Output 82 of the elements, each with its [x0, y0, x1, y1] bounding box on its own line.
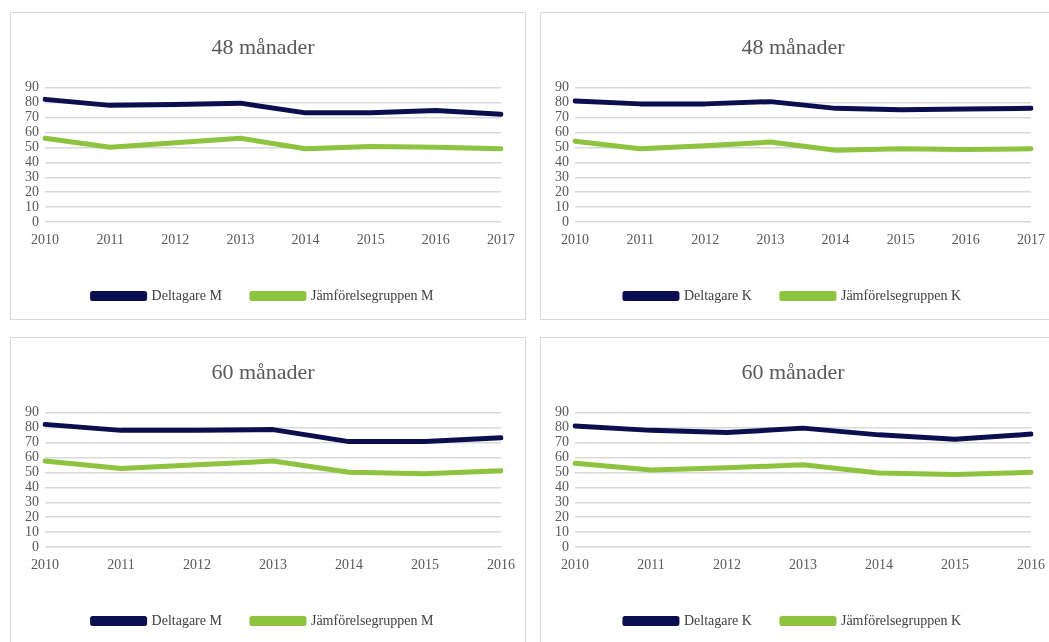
x-tick-label: 2016 [1017, 557, 1045, 573]
x-tick-label: 2015 [886, 232, 915, 248]
y-tick-label: 90 [25, 79, 39, 95]
legend-label: Jämförelsegruppen K [840, 612, 962, 628]
y-tick-label: 30 [555, 168, 569, 184]
y-tick-label: 10 [25, 198, 39, 214]
x-tick-label: 2015 [411, 557, 439, 573]
y-tick-label: 20 [555, 508, 569, 524]
x-tick-label: 2013 [756, 232, 785, 248]
y-tick-label: 20 [555, 183, 569, 199]
y-tick-label: 70 [555, 434, 569, 450]
y-tick-label: 30 [25, 168, 39, 184]
y-tick-label: 80 [25, 94, 39, 110]
y-tick-label: 80 [25, 419, 39, 435]
y-tick-label: 90 [25, 404, 39, 420]
x-tick-label: 2010 [561, 557, 589, 573]
y-tick-label: 50 [25, 463, 39, 479]
y-tick-label: 70 [25, 434, 39, 450]
legend-label: Jämförelsegruppen K [840, 287, 962, 303]
y-tick-label: 40 [555, 478, 569, 494]
x-tick-label: 2011 [107, 557, 135, 573]
y-tick-label: 30 [25, 493, 39, 509]
y-tick-label: 90 [555, 404, 569, 420]
y-tick-label: 60 [25, 449, 39, 465]
y-tick-label: 60 [555, 124, 569, 140]
x-tick-label: 2015 [356, 232, 385, 248]
y-tick-label: 0 [32, 213, 39, 229]
x-tick-label: 2012 [691, 232, 720, 248]
y-tick-label: 10 [555, 198, 569, 214]
x-tick-label: 2016 [421, 232, 450, 248]
x-tick-label: 2016 [487, 557, 515, 573]
y-tick-label: 70 [555, 109, 569, 125]
legend-label: Jämförelsegruppen M [310, 612, 434, 628]
y-tick-label: 90 [555, 79, 569, 95]
x-tick-label: 2014 [335, 557, 363, 573]
y-tick-label: 50 [25, 138, 39, 154]
x-tick-label: 2011 [96, 232, 124, 248]
x-tick-label: 2010 [561, 232, 589, 248]
x-tick-label: 2013 [226, 232, 255, 248]
chart-title: 60 månader [741, 358, 846, 384]
y-tick-label: 10 [555, 523, 569, 539]
legend-label: Deltagare M [151, 612, 223, 628]
y-tick-label: 50 [555, 463, 569, 479]
y-tick-label: 30 [555, 493, 569, 509]
x-tick-label: 2014 [291, 232, 320, 248]
x-tick-label: 2012 [713, 557, 741, 573]
y-tick-label: 0 [562, 538, 569, 554]
chart-title: 48 månader [741, 33, 846, 59]
y-tick-label: 80 [555, 419, 569, 435]
y-tick-label: 40 [555, 153, 569, 169]
x-tick-label: 2013 [789, 557, 817, 573]
x-tick-label: 2012 [183, 557, 211, 573]
y-tick-label: 40 [25, 478, 39, 494]
y-tick-label: 20 [25, 183, 39, 199]
x-tick-label: 2016 [951, 232, 980, 248]
x-tick-label: 2011 [626, 232, 654, 248]
y-tick-label: 60 [555, 449, 569, 465]
chart-title: 60 månader [211, 358, 316, 384]
x-tick-label: 2014 [865, 557, 893, 573]
x-tick-label: 2012 [161, 232, 190, 248]
legend-label: Deltagare K [683, 612, 752, 628]
y-tick-label: 0 [32, 538, 39, 554]
y-tick-label: 80 [555, 94, 569, 110]
x-tick-label: 2010 [31, 232, 59, 248]
y-tick-label: 0 [562, 213, 569, 229]
y-tick-label: 40 [25, 153, 39, 169]
legend-label: Jämförelsegruppen M [310, 287, 434, 303]
y-tick-label: 70 [25, 109, 39, 125]
legend-label: Deltagare M [151, 287, 223, 303]
x-tick-label: 2010 [31, 557, 59, 573]
y-tick-label: 20 [25, 508, 39, 524]
x-tick-label: 2017 [1017, 232, 1045, 248]
x-tick-label: 2015 [941, 557, 969, 573]
y-tick-label: 10 [25, 523, 39, 539]
chart-title: 48 månader [211, 33, 316, 59]
legend-label: Deltagare K [683, 287, 752, 303]
x-tick-label: 2017 [487, 232, 515, 248]
y-tick-label: 50 [555, 138, 569, 154]
x-tick-label: 2013 [259, 557, 287, 573]
x-tick-label: 2014 [821, 232, 850, 248]
x-tick-label: 2011 [637, 557, 665, 573]
y-tick-label: 60 [25, 124, 39, 140]
